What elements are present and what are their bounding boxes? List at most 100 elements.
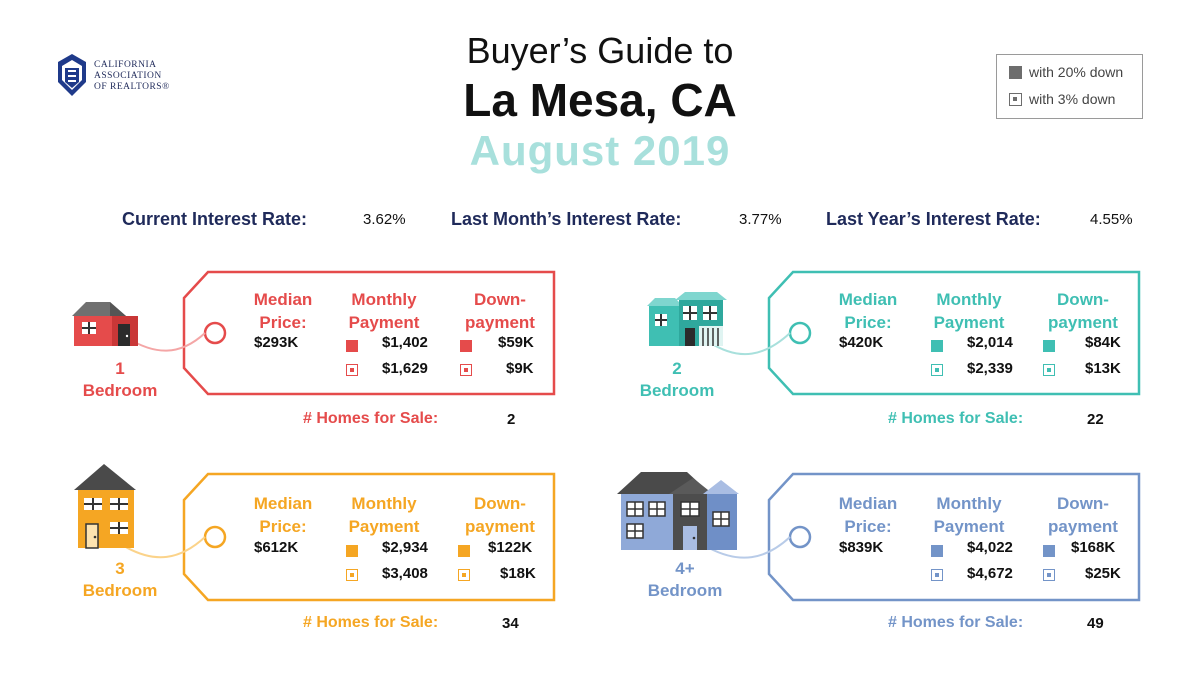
house-4-bedroom-icon <box>617 472 739 550</box>
monthly-header-line-1: Monthly <box>351 290 417 309</box>
price-tag-icon <box>123 472 556 602</box>
bedroom-count: 2 <box>672 359 682 378</box>
bedroom-label: 4+ Bedroom <box>625 558 745 602</box>
homes-for-sale-label: # Homes for Sale: <box>888 614 1024 631</box>
solid-square-icon <box>931 545 943 557</box>
current-rate-value: 3.62% <box>363 211 406 228</box>
monthly-3-value: $2,339 <box>967 360 1013 377</box>
monthly-header-line-1: Monthly <box>936 290 1002 309</box>
solid-square-icon <box>1009 65 1022 79</box>
median-price-value: $839K <box>839 539 884 556</box>
median-header-line-1: Median <box>253 494 313 513</box>
title-city: La Mesa, CA <box>463 74 737 126</box>
interest-rates: Current Interest Rate: 3.62% Last Month’… <box>0 209 1200 233</box>
homes-for-sale-label: # Homes for Sale: <box>303 614 439 631</box>
median-price-value: $293K <box>254 334 299 351</box>
monthly-header-line-1: Monthly <box>936 494 1002 513</box>
down-header-line-1: Down- <box>474 290 526 309</box>
median-price-header: Median Price: <box>240 288 326 334</box>
bedroom-word: Bedroom <box>82 381 158 400</box>
bedroom-count: 1 <box>115 359 125 378</box>
down-20-value: $59K <box>498 334 534 351</box>
monthly-20-value: $1,402 <box>382 334 428 351</box>
hollow-square-icon <box>931 364 943 376</box>
card-2-bedroom: 2 Bedroom Median Price: Monthly Payment … <box>640 270 1185 428</box>
bedroom-word: Bedroom <box>647 581 723 600</box>
hollow-square-icon <box>458 569 470 581</box>
down-header-line-2: payment <box>465 313 535 332</box>
card-4-bedroom: 4+ Bedroom Median Price: Monthly Payment… <box>617 472 1185 632</box>
solid-square-icon <box>1043 545 1055 557</box>
solid-square-icon <box>1043 340 1055 352</box>
legend-label-3-down: with 3% down <box>1029 91 1116 107</box>
bedroom-label: 2 Bedroom <box>617 358 737 402</box>
median-price-value: $420K <box>839 334 884 351</box>
down-payment-header: Down- payment <box>1035 288 1131 334</box>
car-logo-icon <box>58 54 86 96</box>
last-year-rate-value: 4.55% <box>1090 211 1133 228</box>
last-month-rate-value: 3.77% <box>739 211 782 228</box>
monthly-payment-header: Monthly Payment <box>336 288 432 334</box>
monthly-3-value: $3,408 <box>382 565 428 582</box>
bedroom-label: 3 Bedroom <box>60 558 180 602</box>
homes-for-sale-label: # Homes for Sale: <box>888 410 1024 427</box>
median-price-header: Median Price: <box>240 492 326 538</box>
hollow-square-icon <box>346 364 358 376</box>
down-header-line-2: payment <box>465 517 535 536</box>
monthly-3-value: $1,629 <box>382 360 428 377</box>
down-header-line-2: payment <box>1048 313 1118 332</box>
monthly-header-line-2: Payment <box>933 517 1005 536</box>
hollow-square-icon <box>1043 569 1055 581</box>
homes-for-sale-value: 22 <box>1087 411 1104 428</box>
down-3-value: $25K <box>1085 565 1121 582</box>
homes-for-sale-value: 49 <box>1087 615 1104 632</box>
card-3-bedroom: 3 Bedroom Median Price: Monthly Payment … <box>60 464 600 632</box>
house-2-bedroom-icon <box>647 292 727 346</box>
down-20-value: $168K <box>1071 539 1116 556</box>
down-3-value: $9K <box>506 360 534 377</box>
bedroom-count: 3 <box>115 559 125 578</box>
solid-square-icon <box>931 340 943 352</box>
down-3-value: $18K <box>500 565 536 582</box>
hollow-square-icon <box>346 569 358 581</box>
median-price-header: Median Price: <box>825 492 911 538</box>
median-price-header: Median Price: <box>825 288 911 334</box>
card-1-bedroom: 1 Bedroom Median Price: Monthly Payment … <box>60 270 600 428</box>
hollow-square-icon <box>460 364 472 376</box>
down-header-line-2: payment <box>1048 517 1118 536</box>
house-3-bedroom-icon <box>74 464 136 549</box>
bedroom-word: Bedroom <box>639 381 715 400</box>
monthly-payment-header: Monthly Payment <box>921 288 1017 334</box>
title-block: Buyer’s Guide to La Mesa, CA August 2019 <box>300 28 900 176</box>
current-rate-label: Current Interest Rate: <box>122 209 308 229</box>
down-payment-header: Down- payment <box>452 492 548 538</box>
legend: with 20% down with 3% down <box>996 54 1143 119</box>
monthly-20-value: $2,934 <box>382 539 428 556</box>
price-tag-icon <box>708 270 1141 396</box>
median-header-line-2: Price: <box>844 517 892 536</box>
logo-line-3: OF REALTORS® <box>94 82 170 92</box>
title-line-1: Buyer’s Guide to <box>466 30 734 71</box>
solid-square-icon <box>346 545 358 557</box>
monthly-payment-header: Monthly Payment <box>336 492 432 538</box>
monthly-header-line-2: Payment <box>348 517 420 536</box>
solid-square-icon <box>346 340 358 352</box>
last-year-rate-label: Last Year’s Interest Rate: <box>826 209 1041 229</box>
monthly-header-line-1: Monthly <box>351 494 417 513</box>
solid-square-icon <box>460 340 472 352</box>
down-20-value: $122K <box>488 539 533 556</box>
hollow-square-icon <box>1009 92 1022 106</box>
down-3-value: $13K <box>1085 360 1121 377</box>
bedroom-word: Bedroom <box>82 581 158 600</box>
house-1-bedroom-icon <box>72 302 138 346</box>
homes-for-sale-value: 34 <box>502 615 519 632</box>
logo-line-1: CALIFORNIA <box>94 60 157 70</box>
median-price-value: $612K <box>254 539 299 556</box>
legend-label-20-down: with 20% down <box>1029 64 1124 80</box>
monthly-20-value: $4,022 <box>967 539 1013 556</box>
homes-for-sale-label: # Homes for Sale: <box>303 410 439 427</box>
monthly-header-line-2: Payment <box>348 313 420 332</box>
last-month-rate-label: Last Month’s Interest Rate: <box>451 209 682 229</box>
median-header-line-2: Price: <box>259 517 307 536</box>
median-header-line-1: Median <box>838 494 898 513</box>
